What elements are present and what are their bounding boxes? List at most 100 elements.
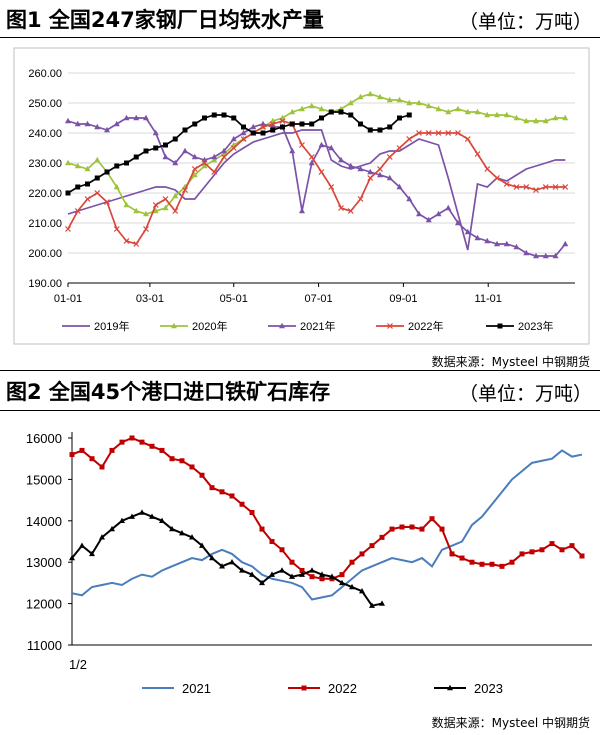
- data-point: [79, 542, 85, 548]
- data-point: [240, 136, 247, 142]
- legend-marker: [279, 322, 285, 329]
- data-point: [474, 108, 481, 115]
- data-point: [202, 115, 207, 121]
- series-line: [71, 449, 583, 601]
- data-point: [113, 183, 120, 190]
- x-tick-label: 11-01: [475, 293, 502, 305]
- data-point: [201, 160, 208, 166]
- data-point: [406, 112, 412, 118]
- data-point: [249, 571, 255, 577]
- data-point: [416, 130, 422, 136]
- legend-item: 2023: [434, 681, 503, 696]
- data-point: [435, 105, 442, 112]
- data-point: [523, 184, 530, 190]
- data-point: [240, 129, 247, 136]
- data-point: [552, 114, 559, 121]
- data-point: [269, 571, 275, 577]
- data-point: [69, 452, 75, 458]
- figure2-source: 数据来源：Mysteel 中钢期货: [431, 716, 590, 730]
- legend-label: 2023年: [518, 319, 553, 333]
- data-point: [367, 175, 374, 181]
- data-point: [416, 210, 422, 217]
- data-point: [123, 238, 130, 244]
- x-tick-label: 05-01: [220, 293, 248, 305]
- data-point: [569, 543, 575, 549]
- data-point: [377, 93, 383, 100]
- data-point: [519, 551, 525, 557]
- data-point: [377, 171, 383, 178]
- legend-marker: [497, 323, 503, 329]
- y-tick-label: 15000: [26, 472, 62, 487]
- data-point: [338, 156, 344, 163]
- data-point: [231, 115, 237, 121]
- data-point: [69, 554, 75, 561]
- data-point: [113, 226, 120, 232]
- data-point: [425, 130, 432, 136]
- data-point: [219, 563, 225, 569]
- data-point: [153, 145, 159, 151]
- data-point: [533, 187, 539, 193]
- data-point: [309, 121, 315, 127]
- data-point: [449, 551, 455, 557]
- data-point: [143, 210, 149, 217]
- data-point: [104, 126, 110, 133]
- figure1-title: 图1 全国247家钢厂日均铁水产量: [6, 8, 324, 32]
- figure2-unit: （单位：万吨）: [458, 383, 592, 405]
- data-point: [159, 517, 165, 523]
- data-point: [529, 549, 535, 555]
- data-point: [328, 109, 334, 115]
- data-point: [84, 165, 91, 172]
- data-point: [74, 162, 81, 169]
- data-point: [191, 171, 198, 178]
- data-point: [338, 205, 344, 211]
- data-point: [279, 118, 286, 124]
- data-point: [211, 112, 217, 118]
- data-point: [229, 493, 235, 499]
- data-point: [94, 156, 101, 163]
- x-tick-label: 1/2: [69, 657, 87, 672]
- y-tick-label: 190.00: [28, 278, 62, 290]
- data-point: [416, 99, 422, 106]
- data-point: [230, 145, 237, 151]
- data-point: [280, 124, 285, 130]
- data-point: [479, 561, 485, 567]
- data-point: [149, 513, 155, 519]
- data-point: [94, 123, 101, 130]
- data-point: [211, 169, 218, 175]
- data-point: [172, 136, 178, 142]
- data-point: [260, 130, 266, 136]
- data-point: [182, 187, 188, 193]
- data-point: [65, 190, 71, 196]
- data-point: [379, 600, 385, 606]
- data-point: [129, 513, 135, 519]
- data-point: [474, 151, 481, 157]
- data-point: [513, 114, 520, 121]
- data-point: [509, 559, 515, 565]
- data-point: [191, 166, 198, 172]
- data-point: [549, 541, 555, 547]
- data-point: [347, 162, 354, 169]
- data-point: [318, 141, 325, 148]
- x-tick-label: 01-01: [54, 293, 82, 305]
- data-point: [260, 124, 266, 130]
- data-point: [159, 447, 165, 453]
- data-point: [396, 145, 403, 151]
- legend-marker: [447, 684, 453, 691]
- figure2-title-rule: [0, 410, 600, 411]
- series-2019年: [67, 129, 566, 251]
- data-point: [494, 111, 500, 118]
- data-point: [172, 159, 179, 166]
- data-point: [299, 142, 305, 148]
- data-point: [99, 534, 105, 540]
- y-tick-label: 12000: [26, 597, 62, 612]
- plot-frame: [13, 47, 590, 345]
- figure2-chart: 11000 12000 13000 14000 15000 16000 1/2 2021 202…: [26, 431, 592, 696]
- data-point: [523, 117, 530, 124]
- data-point: [339, 572, 345, 578]
- data-point: [65, 226, 71, 232]
- series-line: [67, 93, 566, 215]
- data-point: [386, 96, 393, 103]
- y-tick-label: 250.00: [28, 98, 62, 110]
- data-point: [239, 501, 245, 507]
- data-point: [172, 208, 179, 214]
